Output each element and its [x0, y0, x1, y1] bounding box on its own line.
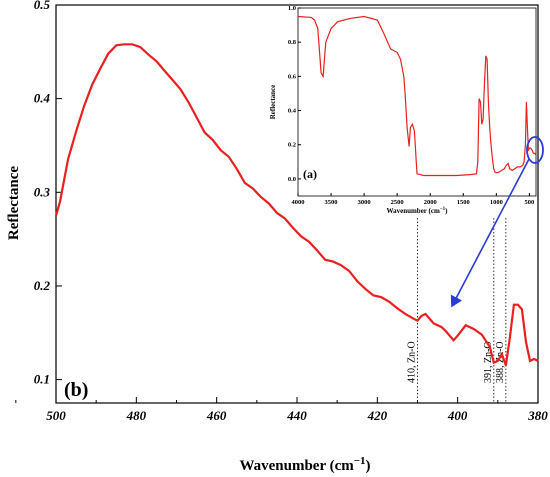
main-annotation-label: 410, Zn-O [407, 341, 418, 383]
inset-x-axis-title-sup: −1 [440, 207, 446, 212]
main-x-tick-label: 420 [367, 408, 388, 423]
inset-x-tick-label: 1000 [490, 199, 503, 206]
inset-y-tick-label: 1.0 [288, 5, 296, 12]
inset-x-tick-label: 3500 [325, 199, 338, 206]
inset-chart: 4000 3500 3000 2500 2000 1500 1000 500 0.0 0.2 0.4… [269, 5, 544, 215]
main-x-tick-label: 440 [286, 408, 307, 423]
highlight-circle [526, 136, 544, 164]
main-x-tick-label: 500 [46, 408, 66, 423]
inset-y-tick-label: 0.8 [288, 39, 297, 46]
inset-panel-label: (a) [303, 167, 317, 181]
main-y-axis-title: Reflectance [6, 166, 22, 240]
inset-y-tick-label: 0.2 [288, 142, 296, 149]
main-x-tick-label: 460 [206, 408, 227, 423]
inset-y-tick-label: 0.4 [288, 108, 297, 115]
main-y-tick-label: 0.4 [34, 91, 51, 106]
main-panel-label: (b) [64, 379, 88, 401]
inset-x-tick-label: 2000 [424, 199, 437, 206]
inset-x-axis-title-text: Wavenumber (cm [386, 207, 440, 215]
inset-x-axis-title: Wavenumber (cm−1) [386, 207, 448, 215]
main-x-tick-label: 480 [126, 408, 147, 423]
main-y-tick-label: 0.1 [34, 372, 50, 387]
inset-y-axis-title: Reflectance [269, 85, 277, 120]
inset-axis-ticks: 4000 3500 3000 2500 2000 1500 1000 500 0.0 0.2 0.4… [288, 5, 534, 206]
main-x-axis-title-close: ) [366, 458, 371, 474]
main-y-tick-label: 0.3 [34, 184, 51, 199]
inset-y-tick-label: 0.0 [288, 176, 296, 183]
inset-spectrum-line [297, 15, 537, 177]
inset-x-tick-label: 4000 [292, 199, 305, 206]
main-chart: 410, Zn-O 391, Zn-O 388, Zn-O 500 480 460 440… [6, 0, 548, 474]
inset-y-tick-label: 0.6 [288, 73, 297, 80]
main-annotation-label: 388, Zn-O [495, 341, 506, 383]
main-annotation-lines: 410, Zn-O 391, Zn-O 388, Zn-O [407, 218, 507, 403]
inset-x-axis-title-close: ) [445, 207, 448, 215]
main-annotation-label: 391, Zn-O [483, 341, 494, 383]
main-spectrum-line [54, 43, 539, 366]
main-x-tick-label: 400 [447, 408, 468, 423]
inset-x-tick-label: 3000 [358, 199, 371, 206]
main-y-tick-label: 0.2 [34, 278, 51, 293]
zoom-arrow [450, 158, 530, 308]
main-x-axis-title-sup: −1 [354, 455, 366, 467]
main-y-tick-label: 0.5 [34, 0, 51, 12]
main-x-axis-title: Wavenumber (cm−1) [239, 455, 370, 474]
inset-x-tick-label: 500 [525, 199, 535, 206]
main-x-tick-label: 380 [527, 408, 548, 423]
inset-background [298, 8, 536, 186]
main-x-axis-title-text: Wavenumber (cm [239, 458, 354, 474]
inset-x-tick-label: 1500 [457, 199, 470, 206]
main-axis-ticks: 500 480 460 440 420 400 380 0.1 0.2 0.3 0.4 0.5 [15, 0, 548, 423]
inset-x-tick-label: 2500 [391, 199, 404, 206]
inset-plot-frame [297, 7, 537, 197]
